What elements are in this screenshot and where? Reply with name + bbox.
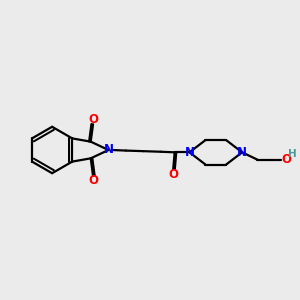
- Text: O: O: [88, 113, 98, 126]
- Text: N: N: [237, 146, 247, 159]
- Text: N: N: [103, 143, 113, 157]
- Text: O: O: [282, 153, 292, 166]
- Text: N: N: [184, 146, 194, 159]
- Text: O: O: [168, 168, 178, 181]
- Text: O: O: [88, 174, 98, 187]
- Text: H: H: [288, 149, 296, 159]
